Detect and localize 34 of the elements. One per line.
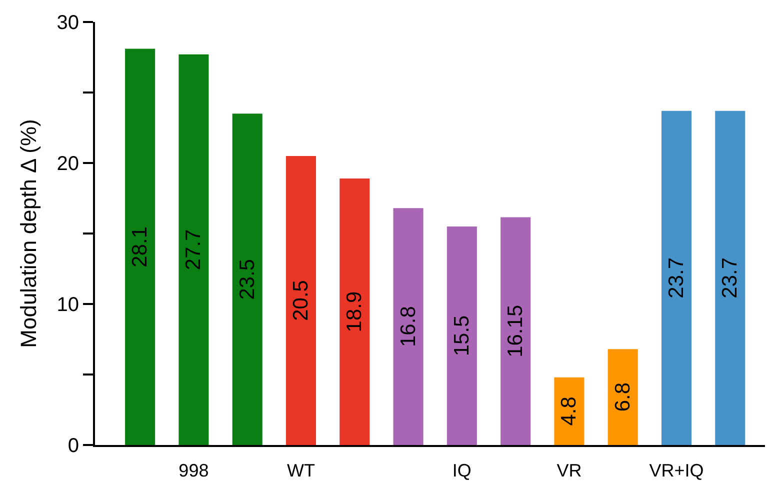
bar <box>125 48 156 445</box>
bar <box>554 377 584 445</box>
data-label: 16.8 <box>396 306 420 347</box>
y-tick-label: 30 <box>56 12 79 34</box>
bar <box>715 110 746 445</box>
bar <box>286 156 316 445</box>
y-tick-label: 10 <box>56 294 79 316</box>
data-label: 23.7 <box>718 257 742 298</box>
bar <box>232 114 262 445</box>
bar <box>393 208 424 445</box>
data-label: 4.8 <box>558 396 581 426</box>
data-label: 23.7 <box>664 257 688 298</box>
y-axis-title: Modulation depth Δ (%) <box>16 119 42 348</box>
data-label: 15.5 <box>450 315 474 356</box>
data-label: 27.7 <box>182 229 206 270</box>
x-tick-label: VR+IQ <box>649 460 704 481</box>
bar <box>340 178 370 445</box>
bar <box>446 226 477 445</box>
data-label: 16.15 <box>504 304 528 358</box>
data-label: 20.5 <box>289 280 312 321</box>
bar <box>608 349 638 445</box>
bar <box>178 54 209 445</box>
data-label: 23.5 <box>236 258 259 300</box>
data-label: 28.1 <box>128 226 152 268</box>
data-label: 6.8 <box>611 382 634 412</box>
bar <box>661 110 692 445</box>
x-tick-label: 998 <box>178 460 209 481</box>
y-tick-label: 0 <box>68 435 79 457</box>
x-tick-label: IQ <box>452 460 472 481</box>
x-tick-label: WT <box>287 460 315 481</box>
bar <box>500 217 531 445</box>
data-label: 18.9 <box>343 291 366 332</box>
y-tick-label: 20 <box>56 153 79 175</box>
x-tick-label: VR <box>556 460 582 481</box>
